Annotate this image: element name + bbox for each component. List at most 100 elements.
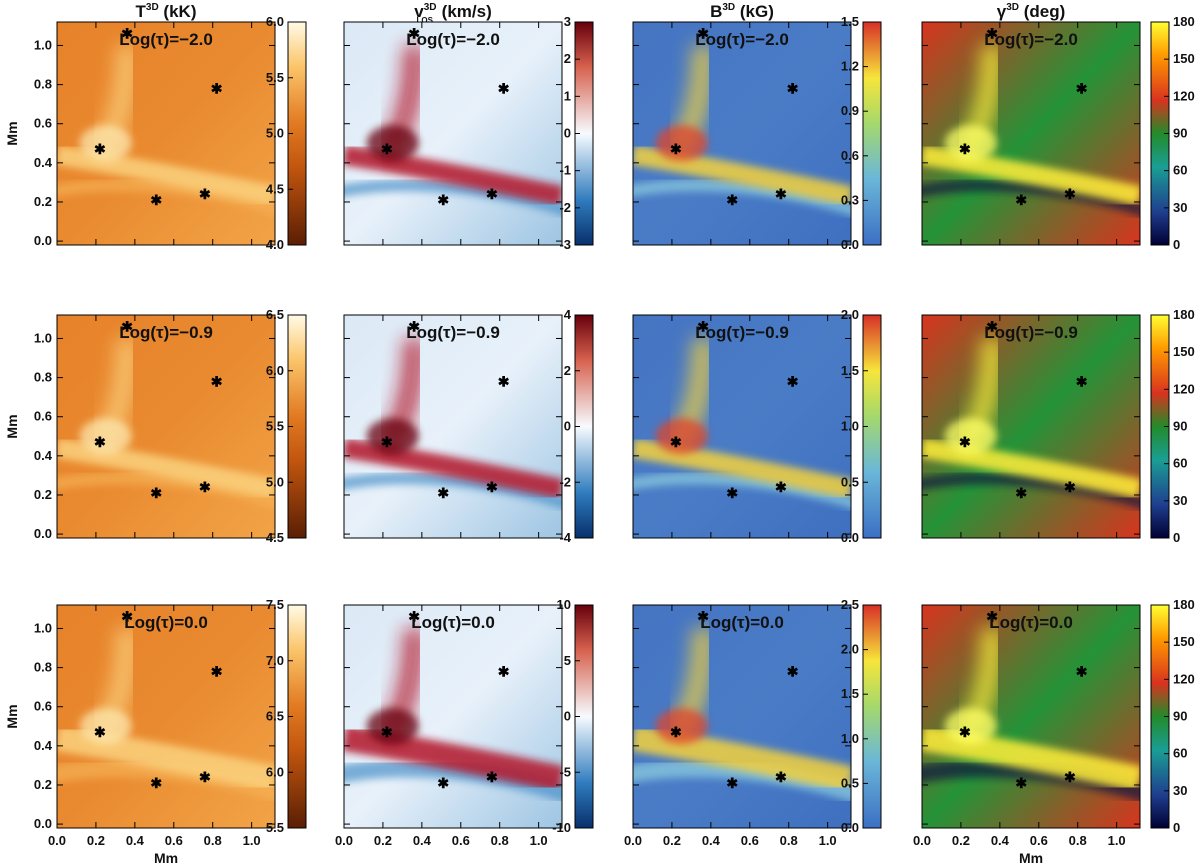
marker-1: ✱ <box>408 26 420 42</box>
marker-1: ✱ <box>697 609 709 625</box>
y-tick-label: 1.0 <box>34 37 52 52</box>
x-tick-label: 0.4 <box>413 833 432 848</box>
marker-5: ✱ <box>726 775 738 791</box>
colorbar-tick-label: 180 <box>1173 597 1195 612</box>
marker-5: ✱ <box>437 192 449 208</box>
colorbar-tick-label: 180 <box>1173 14 1195 29</box>
x-tick-label: 1.0 <box>530 833 548 848</box>
x-tick-label: 0.8 <box>491 833 509 848</box>
x-tick-label: 0.0 <box>335 833 353 848</box>
colorbar-r1-c4: 0 30 60 90 120 150 180 <box>1150 14 1195 252</box>
panel-frame <box>343 314 563 539</box>
panel-frame <box>343 21 563 246</box>
marker-3: ✱ <box>94 434 106 450</box>
lane-secondary <box>344 472 562 509</box>
y-tick-label: 0.8 <box>34 77 52 92</box>
colorbar-tick-label: 1.5 <box>841 14 859 29</box>
marker-3: ✱ <box>670 141 682 157</box>
colorbar-tick-label: -5 <box>559 764 571 779</box>
marker-1: ✱ <box>408 319 420 335</box>
x-tick-label: 0.4 <box>991 833 1010 848</box>
marker-5: ✱ <box>1015 485 1027 501</box>
colorbar-tick-label: 5.0 <box>266 126 284 141</box>
marker-3: ✱ <box>94 141 106 157</box>
marker-1: ✱ <box>697 319 709 335</box>
column-title-3: B3D (kG) <box>710 2 774 21</box>
marker-4: ✱ <box>1064 479 1076 495</box>
lane-structure <box>922 145 1140 206</box>
panel-frame <box>632 314 852 539</box>
lane-secondary <box>633 179 851 216</box>
tau-label: Log(τ)=−2.0 <box>695 30 789 49</box>
colorbar-r2-c3: 0.0 0.5 1.0 1.5 2.0 <box>841 307 882 545</box>
panel-frame <box>632 21 852 246</box>
marker-2: ✱ <box>498 374 510 390</box>
colorbar-tick-label: 7.5 <box>266 597 284 612</box>
marker-3: ✱ <box>670 434 682 450</box>
panel-r2-c1: ✱✱✱✱✱Log(τ)=−0.9 <box>56 314 276 539</box>
marker-1: ✱ <box>408 609 420 625</box>
colorbar-tick-label: -4 <box>559 530 571 545</box>
tau-label: Log(τ)=−2.0 <box>406 30 500 49</box>
marker-4: ✱ <box>1064 186 1076 202</box>
colorbar-tick-label: 6.0 <box>266 14 284 29</box>
marker-5: ✱ <box>437 775 449 791</box>
colorbar-tick-label: 5.5 <box>266 70 284 85</box>
x-tick-label: 1.0 <box>1108 833 1126 848</box>
marker-2: ✱ <box>211 374 223 390</box>
marker-5: ✱ <box>726 485 738 501</box>
tau-label: Log(τ)=−0.9 <box>406 323 500 342</box>
y-tick-label: 1.0 <box>34 330 52 345</box>
colorbar-tick-label: 30 <box>1173 493 1187 508</box>
marker-1: ✱ <box>121 319 133 335</box>
panel-r1-c3: ✱✱✱✱✱Log(τ)=−2.0 <box>632 21 852 246</box>
panel-r3-c3: ✱✱✱✱✱Log(τ)=0.0 <box>632 604 852 829</box>
tau-label: Log(τ)=−2.0 <box>119 30 213 49</box>
marker-3: ✱ <box>381 724 393 740</box>
colorbar-r2-c1: 4.5 5.0 5.5 6.0 6.5 <box>266 307 307 545</box>
colorbar-tick-label: 60 <box>1173 746 1187 761</box>
marker-3: ✱ <box>381 434 393 450</box>
colorbar-tick-label: 3 <box>564 14 571 29</box>
marker-2: ✱ <box>787 81 799 97</box>
lane-structure <box>633 438 851 499</box>
marker-4: ✱ <box>775 186 787 202</box>
colorbar-tick-label: 2.0 <box>841 307 859 322</box>
colorbar-tick-label: 10 <box>557 597 571 612</box>
x-tick-label: 0.2 <box>952 833 970 848</box>
marker-1: ✱ <box>986 319 998 335</box>
colorbar-tick-label: 1.5 <box>841 686 859 701</box>
x-axis-label: Mm <box>1019 850 1043 866</box>
core-structure <box>655 418 708 455</box>
tau-label: Log(τ)=0.0 <box>411 613 495 632</box>
marker-1: ✱ <box>697 26 709 42</box>
marker-4: ✱ <box>199 769 211 785</box>
panel-frame <box>921 604 1141 829</box>
marker-4: ✱ <box>775 769 787 785</box>
core-structure <box>79 418 132 455</box>
y-tick-label: 0.4 <box>34 448 53 463</box>
lane-secondary <box>922 179 1140 216</box>
colorbar-r3-c3: 0.0 0.5 1.0 1.5 2.0 2.5 <box>841 597 882 835</box>
x-tick-label: 0.2 <box>374 833 392 848</box>
column-title-2: v3D LOS (km/s) <box>414 2 492 25</box>
column-title-1: T3D (kK) <box>136 2 197 21</box>
column-title-4: γ3D (deg) <box>997 2 1066 21</box>
colorbar-tick-label: 150 <box>1173 634 1195 649</box>
marker-5: ✱ <box>437 485 449 501</box>
colorbar-tick-label: 0 <box>1173 530 1180 545</box>
colorbar-r1-c3: 0.0 0.3 0.6 0.9 1.2 1.5 <box>841 14 882 252</box>
x-tick-label: 1.0 <box>819 833 837 848</box>
marker-1: ✱ <box>986 609 998 625</box>
panel-frame <box>921 314 1141 539</box>
colorbar-tick-label: -3 <box>559 237 571 252</box>
colorbar-tick-label: 0 <box>1173 237 1180 252</box>
colorbar-r3-c2: -10 -5 0 5 10 <box>552 597 594 835</box>
tau-label: Log(τ)=−0.9 <box>695 323 789 342</box>
core-structure <box>944 125 997 162</box>
y-tick-label: 0.0 <box>34 816 52 831</box>
x-tick-label: 0.8 <box>780 833 798 848</box>
colorbar-tick-label: 6.5 <box>266 709 284 724</box>
colorbar-tick-label: 4 <box>564 307 572 322</box>
